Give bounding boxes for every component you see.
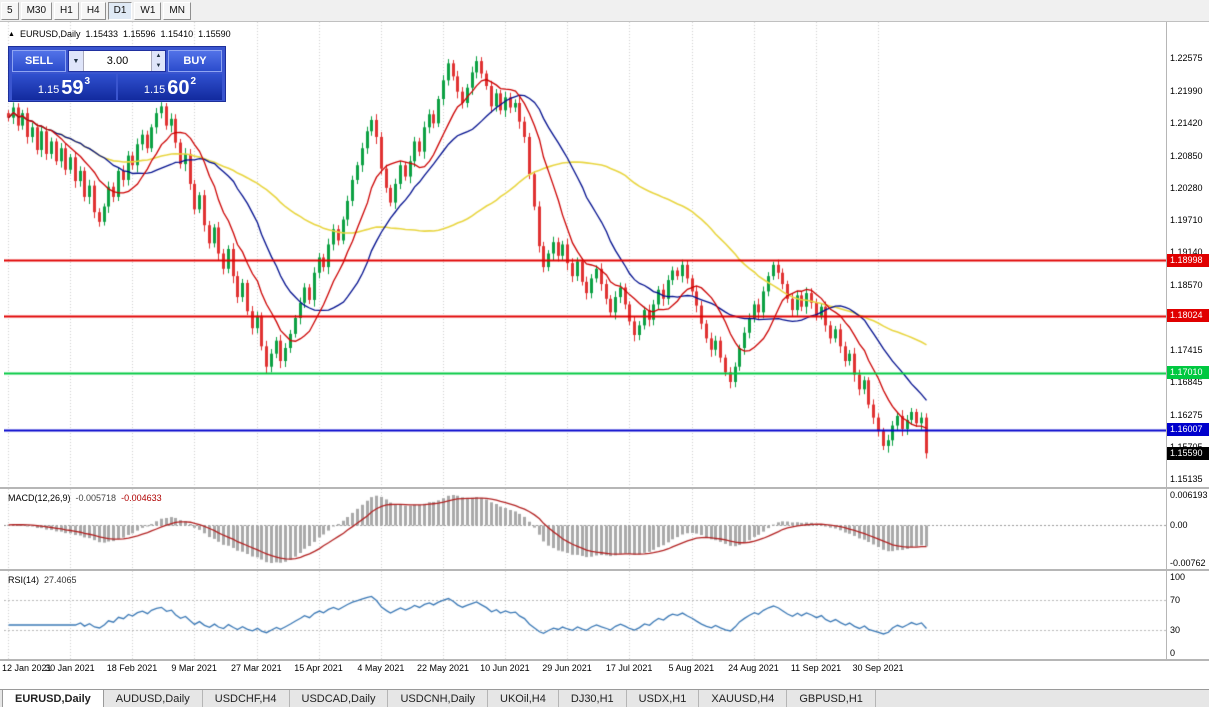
price-axis-label: 1.22575	[1170, 52, 1203, 63]
macd-label: MACD(12,26,9) -0.005718 -0.004633	[8, 493, 162, 503]
symbol-marker-icon: ▲	[8, 30, 15, 38]
date-axis-label: 29 Jun 2021	[542, 663, 592, 673]
tab-ukoil-h4[interactable]: UKOil,H4	[488, 690, 559, 707]
date-axis-label: 17 Jul 2021	[605, 663, 653, 673]
pane-separator[interactable]	[0, 569, 1209, 571]
date-axis-label: 4 May 2021	[357, 663, 405, 673]
rsi-axis-label: 30	[1170, 625, 1181, 636]
bid-price-pipette: 3	[84, 76, 91, 87]
date-axis-label: 22 May 2021	[416, 663, 470, 673]
date-axis-label: 11 Sep 2021	[790, 663, 842, 673]
tab-dj30-h1[interactable]: DJ30,H1	[558, 690, 627, 707]
ask-price-prefix: 1.15	[143, 84, 166, 96]
tab-usdcad-daily[interactable]: USDCAD,Daily	[289, 690, 389, 707]
price-axis-label: 1.21420	[1170, 118, 1203, 129]
ohlc-high: 1.15596	[123, 29, 156, 39]
price-axis-label: 1.17415	[1170, 344, 1203, 355]
date-axis-label: 30 Jan 2021	[45, 663, 95, 673]
price-level-tag[interactable]: 1.17010	[1167, 366, 1209, 380]
date-axis-label: 30 Sep 2021	[852, 663, 904, 673]
macd-axis-label: -0.00762	[1170, 558, 1206, 568]
price-axis-label: 1.16845	[1170, 377, 1203, 388]
rsi-name: RSI(14)	[8, 575, 40, 585]
bid-price-prefix: 1.15	[37, 84, 60, 96]
tab-usdx-h1[interactable]: USDX,H1	[626, 690, 700, 707]
timeframe-button-w1[interactable]: W1	[134, 1, 162, 20]
price-level-tag[interactable]: 1.16007	[1167, 423, 1209, 437]
rsi-indicator-canvas[interactable]	[4, 571, 1166, 659]
rsi-axis-label: 100	[1170, 572, 1186, 582]
ohlc-low: 1.15410	[160, 29, 194, 39]
date-axis-label: 24 Aug 2021	[728, 663, 779, 673]
timeframe-toolbar: 5 M30 H1 H4 D1 W1 MN	[0, 0, 1209, 22]
date-axis-label: 12 Jan 2021	[2, 663, 52, 673]
price-axis-label: 1.20280	[1170, 182, 1203, 193]
ask-price-big: 60	[167, 77, 190, 99]
ohlc-open: 1.15433	[85, 29, 118, 39]
price-axis-border	[1166, 22, 1167, 659]
rsi-axis-label: 0	[1170, 648, 1176, 658]
price-axis-label: 1.15135	[1170, 474, 1203, 485]
ask-price[interactable]: 1.15 60 2	[118, 74, 222, 100]
tab-audusd-daily[interactable]: AUDUSD,Daily	[103, 690, 203, 707]
ohlc-close: 1.15590	[198, 29, 231, 39]
macd-value: -0.005718	[75, 493, 117, 503]
volume-input[interactable]	[84, 51, 151, 71]
volume-dropdown-icon[interactable]: ▼	[69, 51, 84, 71]
date-axis-label: 27 Mar 2021	[231, 663, 282, 673]
timeframe-button-mn[interactable]: MN	[163, 1, 191, 20]
timeframe-button-h4[interactable]: H4	[80, 1, 106, 20]
timeframe-button-d1[interactable]: D1	[107, 1, 133, 20]
bid-price[interactable]: 1.15 59 3	[12, 74, 116, 100]
chart-title: ▲ EURUSD,Daily 1.15433 1.15596 1.15410 1…	[8, 29, 231, 39]
macd-axis-label: 0.006193	[1170, 490, 1208, 500]
macd-name: MACD(12,26,9)	[8, 493, 71, 503]
macd-indicator-canvas[interactable]	[4, 489, 1166, 569]
timeframe-button-m30[interactable]: M30	[20, 1, 53, 20]
tab-gbpusd-h1[interactable]: GBPUSD,H1	[787, 690, 876, 707]
price-axis-label: 1.21990	[1170, 86, 1203, 97]
price-axis-label: 1.20850	[1170, 150, 1203, 161]
volume-decrease-icon[interactable]: ▼	[152, 61, 165, 71]
chart-tabs-bar: EURUSD,Daily AUDUSD,Daily USDCHF,H4 USDCAD,…	[0, 689, 1209, 707]
tab-eurusd-daily[interactable]: EURUSD,Daily	[2, 689, 104, 707]
chart-symbol-period: EURUSD,Daily	[19, 29, 81, 39]
chart-area: ▲ EURUSD,Daily 1.15433 1.15596 1.15410 1…	[0, 22, 1209, 689]
price-axis-label: 1.16275	[1170, 409, 1203, 420]
price-axis-label: 1.15705	[1170, 442, 1203, 452]
sell-button[interactable]: SELL	[12, 50, 66, 72]
bid-price-big: 59	[61, 77, 84, 99]
date-axis-label: 10 Jun 2021	[480, 663, 530, 673]
date-axis-label: 15 Apr 2021	[294, 663, 343, 673]
volume-increase-icon[interactable]: ▲	[152, 51, 165, 61]
volume-spinner: ▲ ▼	[151, 51, 165, 71]
tab-xauusd-h4[interactable]: XAUUSD,H4	[699, 690, 788, 707]
ask-price-pipette: 2	[190, 76, 197, 87]
date-axis-label: 9 Mar 2021	[171, 663, 217, 673]
rsi-value: 27.4065	[44, 575, 77, 585]
price-axis-label: 1.18570	[1170, 279, 1203, 290]
current-price-tag: 1.15590	[1167, 446, 1209, 460]
price-axis-label: 1.19710	[1170, 215, 1203, 226]
rsi-label: RSI(14) 27.4065	[8, 575, 77, 585]
buy-button[interactable]: BUY	[168, 50, 222, 72]
tab-usdcnh-daily[interactable]: USDCNH,Daily	[388, 690, 489, 707]
rsi-axis-label: 70	[1170, 594, 1181, 605]
timeframe-button-5[interactable]: 5	[1, 1, 19, 20]
macd-axis-label: 0.00	[1170, 519, 1188, 530]
pane-separator[interactable]	[0, 487, 1209, 489]
timeframe-button-h1[interactable]: H1	[54, 1, 79, 20]
price-level-tag[interactable]: 1.18998	[1167, 253, 1209, 267]
date-axis-label: 5 Aug 2021	[668, 663, 715, 673]
tab-usdchf-h4[interactable]: USDCHF,H4	[202, 690, 290, 707]
volume-control: ▼ ▲ ▼	[68, 50, 166, 72]
price-axis-label: 1.19140	[1170, 247, 1203, 258]
pane-separator[interactable]	[0, 659, 1209, 661]
price-level-tag[interactable]: 1.18024	[1167, 309, 1209, 323]
date-axis-label: 18 Feb 2021	[106, 663, 158, 673]
macd-signal-value: -0.004633	[121, 493, 162, 503]
